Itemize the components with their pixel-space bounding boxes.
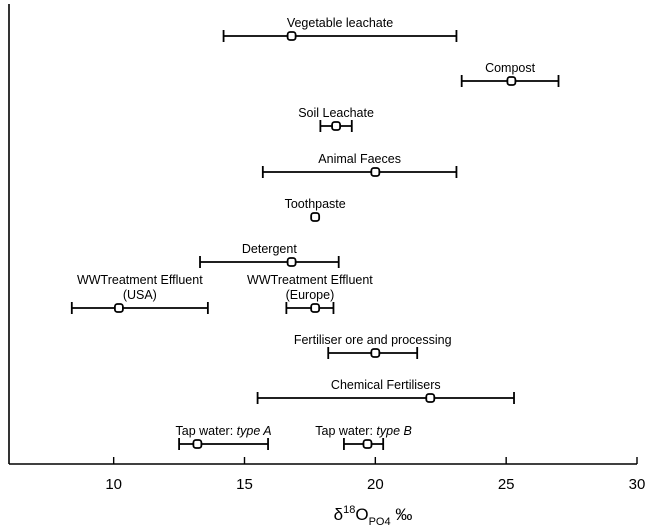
mean-marker xyxy=(192,439,203,449)
item-label-line: Tap water: xyxy=(315,424,376,438)
item-label-line: Tap water: xyxy=(176,424,237,438)
item-label-line: Compost xyxy=(485,61,536,75)
item-1: Vegetable leachate xyxy=(222,16,458,42)
mean-marker xyxy=(286,31,297,41)
item-label: Compost xyxy=(485,61,536,75)
item-9: Fertiliser ore and processing xyxy=(294,333,452,359)
mean-marker xyxy=(310,303,321,313)
item-label: WWTreatment Effluent (USA) xyxy=(77,273,203,302)
x-tick-label-20: 20 xyxy=(367,476,384,493)
item-12: Tap water: type B xyxy=(315,424,412,450)
item-label-line: WWTreatment Effluent xyxy=(247,273,373,287)
item-8: WWTreatment Effluent (Europe) xyxy=(247,273,373,314)
item-label: Detergent xyxy=(242,242,297,256)
mean-marker xyxy=(286,257,297,267)
x-ticks: 10 15 20 25 30 xyxy=(105,457,645,493)
item-label-line: Chemical Fertilisers xyxy=(331,378,441,392)
mean-marker xyxy=(370,167,381,177)
mean-marker xyxy=(370,348,381,358)
mean-marker xyxy=(506,76,517,86)
item-11: Tap water: type A xyxy=(176,424,272,450)
item-label-line: Vegetable leachate xyxy=(287,16,393,30)
axes xyxy=(8,4,637,465)
item-6: Detergent xyxy=(199,242,340,268)
item-label-line: Soil Leachate xyxy=(298,106,374,120)
x-tick-label-15: 15 xyxy=(236,476,253,493)
item-label: Soil Leachate xyxy=(298,106,374,120)
item-4: Animal Faeces xyxy=(261,152,458,178)
mean-marker xyxy=(362,439,373,449)
mean-marker xyxy=(425,393,436,403)
item-label: Tap water: type B xyxy=(315,424,412,438)
item-label-line: Toothpaste xyxy=(285,197,346,211)
item-label-line: WWTreatment Effluent xyxy=(77,273,203,287)
item-label: Fertiliser ore and processing xyxy=(294,333,452,347)
item-5: Toothpaste xyxy=(285,197,346,222)
item-label: Toothpaste xyxy=(285,197,346,211)
mean-marker xyxy=(114,303,124,313)
item-label: Chemical Fertilisers xyxy=(331,378,441,392)
item-label: Tap water: type A xyxy=(176,424,272,438)
item-label-line: Animal Faeces xyxy=(318,152,401,166)
item-label-line: (USA) xyxy=(123,288,157,302)
item-label: Vegetable leachate xyxy=(287,16,393,30)
item-label-line: Detergent xyxy=(242,242,297,256)
x-tick-label-10: 10 xyxy=(105,476,122,493)
x-tick-label-30: 30 xyxy=(629,476,646,493)
x-tick-label-25: 25 xyxy=(498,476,515,493)
mean-marker xyxy=(310,212,321,222)
item-label: WWTreatment Effluent (Europe) xyxy=(247,273,373,302)
item-3: Soil Leachate xyxy=(298,106,374,132)
item-label-italic: type A xyxy=(237,424,272,438)
data-marks: Vegetable leachate Compost Soil Leachate An… xyxy=(70,16,560,450)
item-label-italic: type B xyxy=(376,424,411,438)
item-label: Animal Faeces xyxy=(318,152,401,166)
item-label-line: Fertiliser ore and processing xyxy=(294,333,452,347)
item-label-line: (Europe) xyxy=(286,288,335,302)
x-axis-title: δ18OPO4 ‰ xyxy=(334,504,413,525)
item-2: Compost xyxy=(460,61,560,87)
mean-marker xyxy=(331,121,341,131)
item-7: WWTreatment Effluent (USA) xyxy=(70,273,209,314)
item-10: Chemical Fertilisers xyxy=(256,378,515,404)
